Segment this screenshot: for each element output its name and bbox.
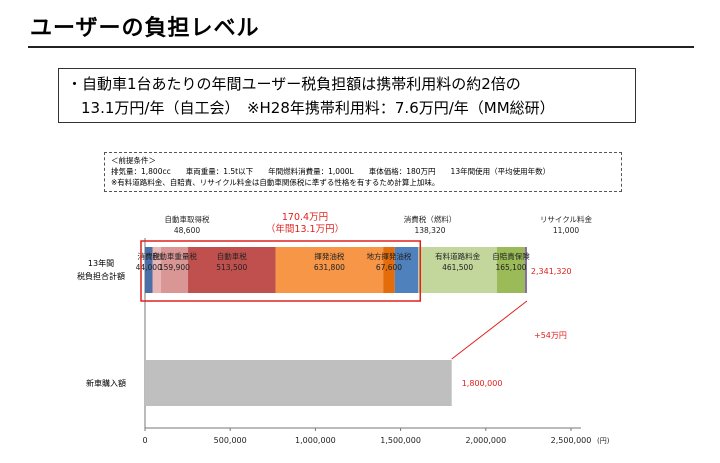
summary-line-2: 13.1万円/年（自工会） ※H28年携帯利用料：7.6万円/年（MM総研） <box>81 99 555 117</box>
total-value-label: 2,341,320 <box>531 267 572 276</box>
segment-value: 159,900 <box>159 263 190 272</box>
conditions-box: ＜前提条件＞ 排気量：1,800cc 車両重量：1.5t以下 年間燃料消費量：1… <box>104 152 622 192</box>
bar-segment <box>418 247 497 293</box>
new-car-value-label: 1,800,000 <box>462 379 503 388</box>
segment-value: 631,800 <box>314 263 345 272</box>
segment-value: 165,100 <box>495 263 526 272</box>
x-tick-label: 1,500,000 <box>380 436 421 445</box>
segment-label: 自動車重量税 <box>152 251 197 261</box>
title-underline <box>28 46 694 48</box>
above-label: 自動車取得税 <box>165 214 210 224</box>
difference-connector <box>451 300 528 360</box>
bar-segment <box>275 247 384 293</box>
above-value: 48,600 <box>174 226 200 235</box>
x-unit-label: (円) <box>597 437 610 445</box>
bar-segment <box>383 247 395 293</box>
above-label: リサイクル料金 <box>540 214 593 224</box>
bar-segment <box>152 247 161 293</box>
above-value: 11,000 <box>553 226 579 235</box>
segment-label: 自賠責保険 <box>492 251 530 261</box>
category-label: 新車購入額 <box>86 378 126 388</box>
conditions-line-1: 排気量：1,800cc 車両重量：1.5t以下 年間燃料消費量：1,000L 車… <box>111 167 551 176</box>
segment-value: 461,500 <box>442 263 473 272</box>
conditions-heading: ＜前提条件＞ <box>111 156 156 165</box>
tax-box-label-2: （年間13.1万円） <box>266 223 344 235</box>
x-tick-label: 500,000 <box>214 436 247 445</box>
x-tick-label: 2,000,000 <box>465 436 506 445</box>
difference-label: +54万円 <box>534 331 567 340</box>
segment-label: 消費税 <box>137 251 160 261</box>
segment-value: 513,500 <box>216 263 247 272</box>
bar-segment <box>394 247 419 293</box>
tax-total-box <box>140 240 422 302</box>
x-tick-label: 2,500,000 <box>551 436 592 445</box>
page-title: ユーザーの負担レベル <box>30 16 260 41</box>
bar-segment <box>160 247 189 293</box>
segment-value: 44,000 <box>136 263 162 272</box>
segment-label: 自動車税 <box>217 251 247 261</box>
bar-segment <box>496 247 526 293</box>
tax-box-label-1: 170.4万円 <box>282 212 328 223</box>
summary-line-1: ・自動車1台あたりの年間ユーザー税負担額は携帯利用料の約2倍の <box>67 75 521 93</box>
conditions-line-2: ※有料道路料金、自賠責、リサイクル料金は自動車関係税に準ずる性格を有するため計算… <box>111 178 440 187</box>
above-value: 138,320 <box>414 226 445 235</box>
new-car-bar <box>145 360 452 406</box>
summary-box: ・自動車1台あたりの年間ユーザー税負担額は携帯利用料の約2倍の 13.1万円/年… <box>58 68 636 123</box>
bar-segment <box>145 247 153 293</box>
segment-label: 有料道路料金 <box>435 251 480 261</box>
bar-segment <box>525 247 527 293</box>
above-label: 消費税（燃料） <box>404 214 457 224</box>
x-tick-label: 0 <box>142 436 147 445</box>
segment-label: 揮発油税 <box>314 251 344 261</box>
category-label: 税負担合計額 <box>77 271 125 281</box>
segment-label: 地方揮発油税 <box>366 251 411 261</box>
x-tick-label: 1,000,000 <box>295 436 336 445</box>
bar-segment <box>188 247 276 293</box>
segment-value: 67,600 <box>376 263 402 272</box>
category-label: 13年間 <box>88 258 114 268</box>
